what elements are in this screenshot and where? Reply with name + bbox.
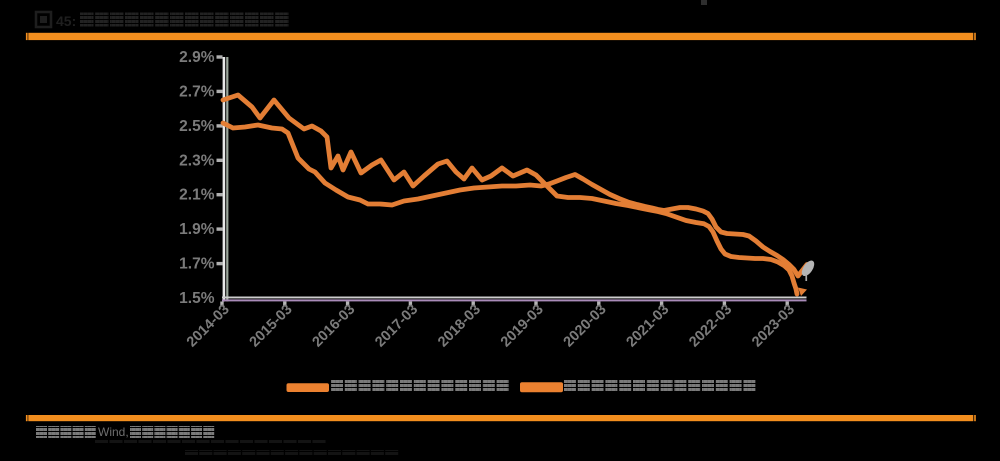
svg-text:45:: 45: bbox=[56, 13, 76, 29]
svg-text:2.7%: 2.7% bbox=[179, 83, 215, 100]
svg-text:2.9%: 2.9% bbox=[179, 49, 215, 66]
svg-text:2.5%: 2.5% bbox=[179, 118, 215, 135]
svg-text:1.7%: 1.7% bbox=[179, 256, 215, 273]
svg-text:2.1%: 2.1% bbox=[179, 187, 215, 204]
svg-text:2.3%: 2.3% bbox=[179, 152, 215, 169]
svg-text:Wind,: Wind, bbox=[98, 425, 129, 439]
svg-text:1.9%: 1.9% bbox=[179, 221, 215, 238]
svg-text:1.5%: 1.5% bbox=[179, 290, 215, 307]
